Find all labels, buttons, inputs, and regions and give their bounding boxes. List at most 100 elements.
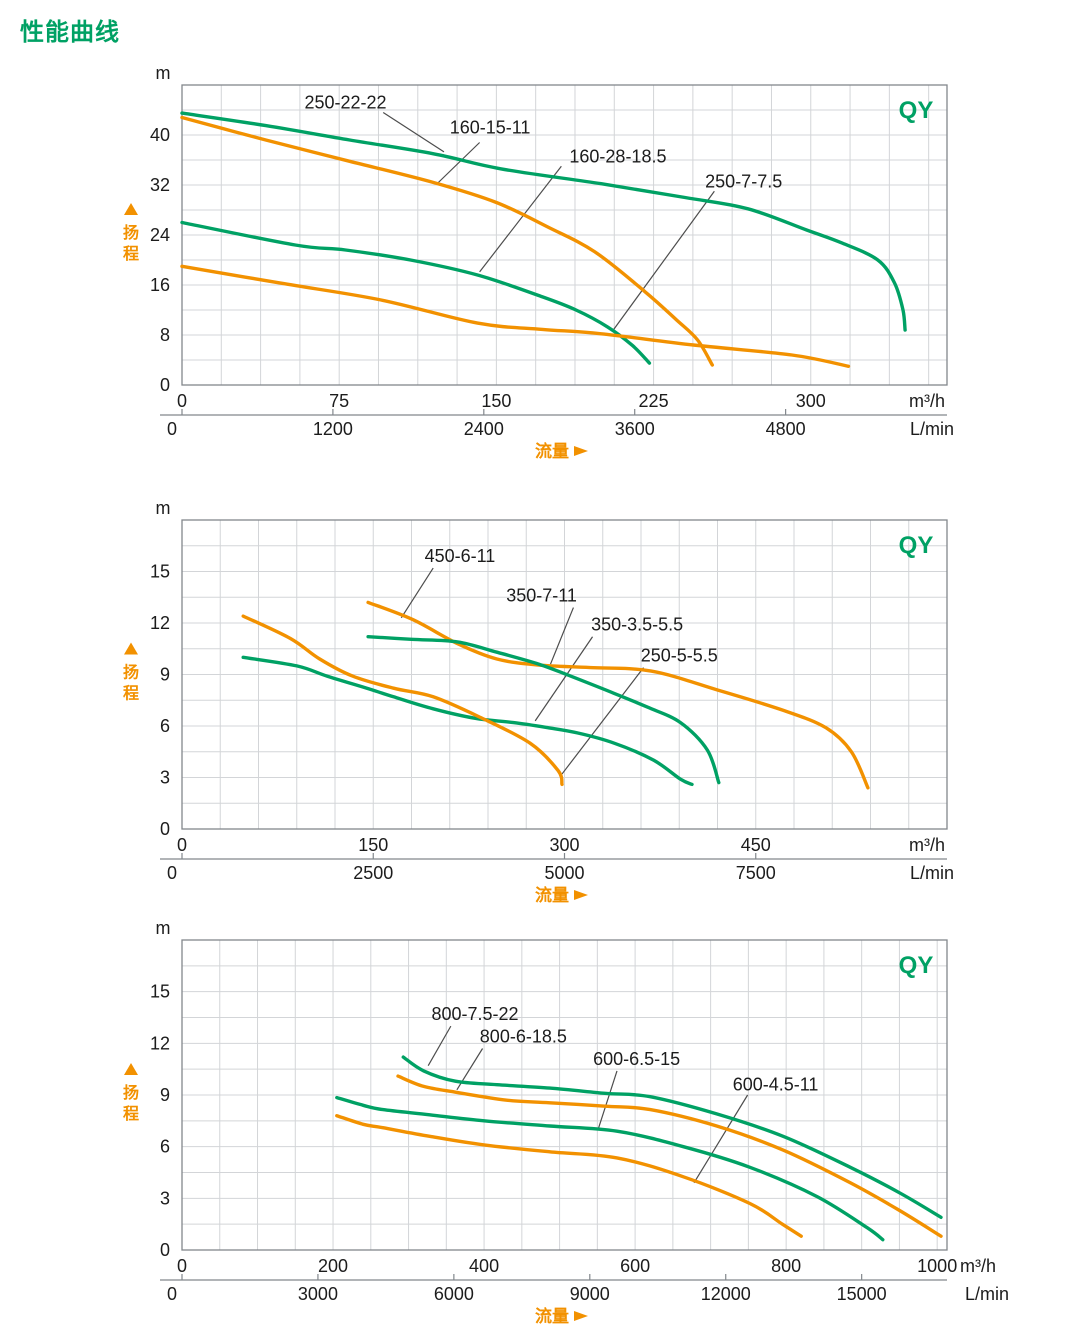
x-axis-unit-m3h: m³/h	[909, 391, 945, 411]
y-tick-label: 6	[160, 716, 170, 736]
leader-600-6.5-15	[597, 1070, 618, 1130]
y-tick-label: 3	[160, 768, 170, 788]
flow-axis-label: 流量	[535, 1306, 569, 1326]
curve-label-800-6-18.5: 800-6-18.5	[480, 1026, 567, 1046]
y-axis-unit: m	[156, 918, 171, 938]
flow-arrow-icon	[574, 890, 588, 900]
leader-800-7.5-22	[427, 1025, 452, 1067]
curve-label-160-15-11: 160-15-11	[450, 118, 531, 138]
x-tick-label-m3h: 0	[177, 1256, 187, 1276]
plot-border	[181, 519, 948, 830]
series-badge: QY	[899, 97, 934, 124]
x-tick-label-m3h: 0	[177, 835, 187, 855]
y-tick-label: 32	[150, 175, 170, 195]
leader-250-7-7.5	[613, 190, 715, 330]
y-tick-label: 0	[160, 1240, 170, 1260]
head-arrow-icon	[124, 642, 138, 655]
x-tick-label-lmin: 3000	[298, 1284, 338, 1304]
x-tick-label-m3h: 75	[329, 391, 349, 411]
chart-1: 250-22-22 160-15-11 160-28-18.5 250-7-7.5 QY…	[123, 63, 954, 461]
x-tick-label-m3h: 400	[469, 1256, 499, 1276]
x-tick-label-lmin: 0	[167, 1284, 177, 1304]
leader-450-6-11	[400, 567, 434, 619]
curve-800-7.5-22	[401, 1055, 943, 1219]
curve-label-600-6.5-15: 600-6.5-15	[593, 1049, 680, 1069]
x-tick-label-m3h: 300	[549, 835, 579, 855]
curve-800-6-18.5	[396, 1074, 943, 1238]
x-tick-label-lmin: 0	[167, 863, 177, 883]
y-tick-label: 16	[150, 275, 170, 295]
x-axis-unit-lmin: L/min	[965, 1284, 1009, 1304]
head-axis-label-1: 扬	[123, 663, 139, 682]
x-tick-label-lmin: 15000	[837, 1284, 887, 1304]
plot-border	[181, 939, 948, 1251]
curve-label-350-7-11: 350-7-11	[506, 586, 577, 606]
x-tick-label-lmin: 6000	[434, 1284, 474, 1304]
curve-250-5-5.5	[241, 614, 564, 787]
y-tick-label: 40	[150, 125, 170, 145]
head-arrow-icon	[124, 203, 138, 215]
x-tick-label-lmin: 9000	[570, 1284, 610, 1304]
x-axis-unit-m3h: m³/h	[909, 835, 945, 855]
curve-160-15-11	[180, 115, 714, 367]
curve-600-4.5-11	[335, 1114, 803, 1238]
flow-arrow-icon	[574, 446, 588, 456]
y-tick-label: 15	[150, 982, 170, 1002]
x-tick-label-m3h: 150	[481, 391, 511, 411]
curve-350-3.5-5.5	[241, 655, 694, 787]
head-axis-label-1: 扬	[123, 1083, 139, 1102]
x-tick-label-m3h: 800	[771, 1256, 801, 1276]
curve-250-22-22	[180, 111, 907, 332]
y-tick-label: 3	[160, 1188, 170, 1208]
x-axis-unit-lmin: L/min	[910, 863, 954, 883]
x-tick-label-m3h: 200	[318, 1256, 348, 1276]
x-tick-label-m3h: 1000	[917, 1256, 957, 1276]
x-tick-label-lmin: 12000	[701, 1284, 751, 1304]
series-badge: QY	[899, 532, 934, 559]
x-tick-label-m3h: 150	[358, 835, 388, 855]
flow-axis-label: 流量	[535, 885, 569, 905]
y-tick-label: 9	[160, 1085, 170, 1105]
y-tick-label: 12	[150, 1033, 170, 1053]
leader-600-4.5-11	[693, 1094, 749, 1184]
x-axis-unit-lmin: L/min	[910, 419, 954, 439]
y-axis-unit: m	[156, 63, 171, 83]
x-tick-label-m3h: 600	[620, 1256, 650, 1276]
y-tick-label: 0	[160, 819, 170, 839]
curve-600-6.5-15	[335, 1095, 885, 1242]
x-tick-label-m3h: 225	[639, 391, 669, 411]
x-tick-label-lmin: 7500	[736, 863, 776, 883]
series-badge: QY	[899, 952, 934, 979]
head-axis-label-2: 程	[123, 685, 139, 703]
flow-axis-label: 流量	[535, 441, 569, 461]
x-tick-label-lmin: 4800	[766, 419, 806, 439]
y-tick-label: 12	[150, 613, 170, 633]
leader-250-22-22	[382, 111, 445, 153]
flow-arrow-icon	[574, 1311, 588, 1321]
x-tick-label-m3h: 0	[177, 391, 187, 411]
leader-350-3.5-5.5	[534, 636, 594, 722]
chart-2: 450-6-11 350-7-11 350-3.5-5.5 250-5-5.5 QY m 1…	[123, 498, 954, 905]
y-tick-label: 8	[160, 325, 170, 345]
curve-label-350-3.5-5.5: 350-3.5-5.5	[591, 615, 683, 635]
x-tick-label-lmin: 2500	[353, 863, 393, 883]
leader-350-7-11	[549, 607, 574, 665]
head-axis-label-2: 程	[123, 1105, 139, 1123]
x-tick-label-lmin: 3600	[615, 419, 655, 439]
x-tick-label-lmin: 1200	[313, 419, 353, 439]
x-axis-unit-m3h: m³/h	[960, 1256, 996, 1276]
head-arrow-icon	[124, 1063, 138, 1075]
head-axis-label-2: 程	[123, 245, 139, 263]
curve-label-250-22-22: 250-22-22	[304, 93, 386, 113]
curve-label-250-5-5.5: 250-5-5.5	[641, 646, 718, 666]
x-tick-label-m3h: 300	[796, 391, 826, 411]
y-tick-label: 24	[150, 225, 170, 245]
curve-label-250-7-7.5: 250-7-7.5	[705, 171, 782, 191]
curve-160-28-18.5	[180, 220, 652, 365]
x-tick-label-m3h: 450	[741, 835, 771, 855]
y-tick-label: 15	[150, 562, 170, 582]
leader-250-5-5.5	[561, 667, 645, 775]
